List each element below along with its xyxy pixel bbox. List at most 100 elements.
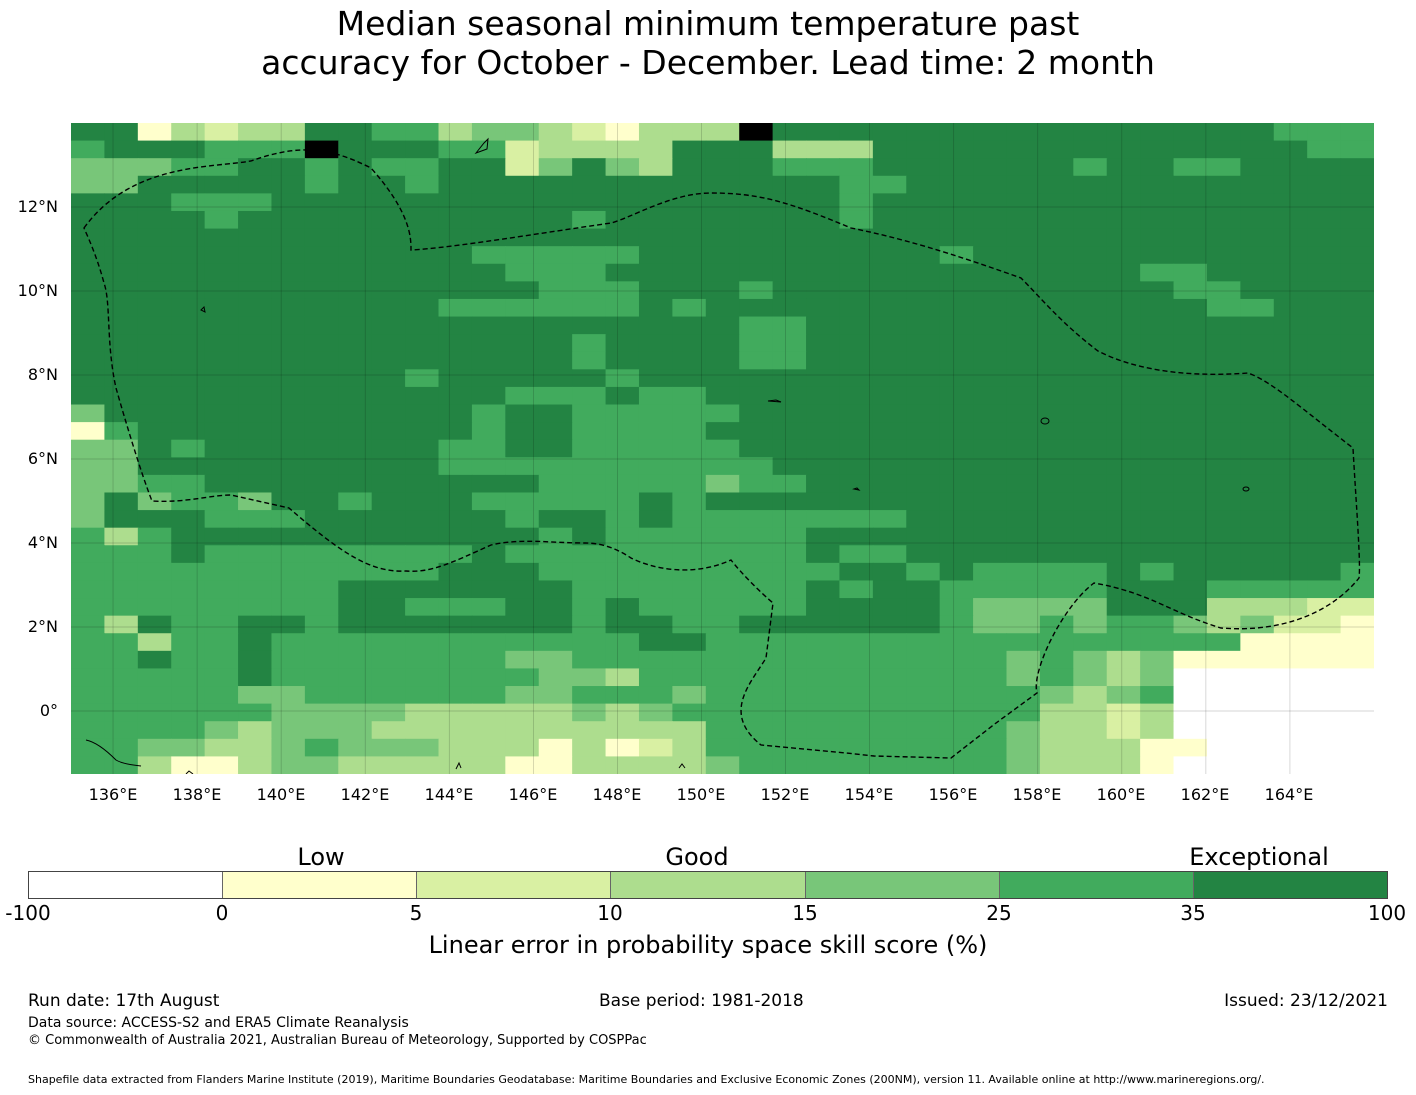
skill-grid-cell — [1206, 510, 1241, 529]
skill-grid-cell — [538, 158, 573, 177]
skill-grid-cell — [471, 457, 506, 476]
skill-grid-cell — [638, 738, 673, 757]
skill-grid-cell — [739, 351, 774, 370]
skill-grid-cell — [1307, 527, 1342, 546]
skill-grid-cell — [1206, 369, 1241, 388]
skill-grid-cell — [1240, 334, 1275, 353]
skill-grid-cell — [304, 545, 339, 564]
skill-grid-cell — [338, 562, 373, 582]
skill-grid-cell — [1273, 738, 1308, 757]
skill-grid-cell — [906, 598, 941, 617]
skill-grid-cell — [572, 650, 607, 670]
skill-grid-cell — [104, 439, 139, 458]
skill-grid-cell — [1273, 545, 1308, 564]
colorbar-label: Linear error in probability space skill … — [428, 931, 988, 959]
skill-grid-cell — [438, 422, 473, 441]
skill-grid-cell — [204, 474, 239, 494]
skill-grid-cell — [338, 123, 373, 142]
skill-grid-cell — [104, 193, 139, 212]
skill-grid-cell — [973, 650, 1008, 670]
skill-grid-cell — [872, 210, 907, 230]
skill-grid-cell — [271, 298, 306, 318]
skill-grid-cell — [772, 703, 807, 722]
skill-grid-cell — [705, 721, 740, 740]
skill-grid-cell — [338, 633, 373, 652]
skill-grid-cell — [405, 738, 440, 757]
skill-grid-cell — [405, 263, 440, 282]
skill-grid-cell — [471, 756, 506, 774]
skill-grid-cell — [1340, 316, 1374, 335]
skill-grid-cell — [171, 457, 206, 476]
skill-grid-cell — [1307, 545, 1342, 564]
skill-grid-cell — [238, 175, 273, 194]
skill-grid-cell — [538, 738, 573, 757]
skill-grid-cell — [839, 756, 874, 774]
skill-grid-cell — [973, 598, 1008, 617]
skill-grid-cell — [939, 439, 974, 458]
skill-grid-cell — [471, 193, 506, 212]
skill-grid-cell — [371, 703, 406, 722]
skill-grid-cell — [705, 545, 740, 564]
skill-grid-cell — [572, 721, 607, 740]
skill-grid-cell — [438, 457, 473, 476]
skill-grid-cell — [939, 140, 974, 159]
skill-grid-cell — [304, 510, 339, 529]
skill-grid-cell — [906, 123, 941, 142]
skill-grid-cell — [605, 193, 640, 212]
skill-grid-cell — [1307, 668, 1342, 687]
skill-grid-cell — [806, 545, 841, 564]
skill-grid-cell — [104, 738, 139, 757]
skill-grid-cell — [839, 316, 874, 335]
skill-grid-cell — [672, 510, 707, 529]
skill-grid-cell — [1340, 228, 1374, 247]
skill-grid-cell — [405, 650, 440, 670]
skill-grid-cell — [939, 193, 974, 212]
skill-grid-cell — [1039, 404, 1074, 423]
skill-grid-cell — [137, 738, 172, 757]
skill-grid-cell — [1273, 527, 1308, 546]
lon-label-164e: 164°E — [1264, 785, 1314, 804]
skill-grid-cell — [1140, 298, 1175, 318]
skill-grid-cell — [1307, 193, 1342, 212]
skill-grid-cell — [605, 422, 640, 441]
skill-grid-cell — [605, 738, 640, 757]
skill-grid-cell — [271, 510, 306, 529]
skill-grid-cell — [1006, 175, 1041, 194]
skill-grid-cell — [806, 738, 841, 757]
skill-grid-cell — [906, 386, 941, 406]
skill-grid-cell — [973, 633, 1008, 652]
skill-grid-cell — [605, 210, 640, 230]
skill-grid-cell — [973, 492, 1008, 511]
skill-grid-cell — [1273, 703, 1308, 722]
skill-grid-cell — [371, 175, 406, 194]
skill-grid-cell — [1173, 316, 1208, 335]
skill-grid-cell — [705, 334, 740, 353]
skill-grid-cell — [538, 457, 573, 476]
skill-grid-cell — [572, 351, 607, 370]
skill-grid-cell — [338, 492, 373, 511]
skill-grid-cell — [338, 650, 373, 670]
skill-grid-cell — [1006, 404, 1041, 423]
skill-grid-cell — [1206, 527, 1241, 546]
skill-grid-cell — [572, 316, 607, 335]
skill-grid-cell — [572, 562, 607, 582]
skill-grid-cell — [405, 756, 440, 774]
skill-grid-cell — [605, 316, 640, 335]
skill-grid-cells — [71, 123, 1374, 774]
skill-grid-cell — [371, 457, 406, 476]
skill-grid-cell — [405, 386, 440, 406]
skill-grid-cell — [839, 492, 874, 511]
skill-grid-cell — [939, 404, 974, 423]
skill-grid-cell — [839, 158, 874, 177]
skill-grid-cell — [739, 386, 774, 406]
skill-grid-cell — [338, 474, 373, 494]
skill-grid-cell — [1073, 492, 1108, 511]
skill-grid-cell — [438, 598, 473, 617]
skill-grid-cell — [1340, 140, 1374, 159]
skill-grid-cell — [505, 404, 540, 423]
skill-grid-cell — [71, 650, 106, 670]
skill-grid-cell — [1006, 492, 1041, 511]
skill-grid-cell — [238, 334, 273, 353]
skill-grid-cell — [672, 598, 707, 617]
skill-grid-cell — [1340, 686, 1374, 705]
